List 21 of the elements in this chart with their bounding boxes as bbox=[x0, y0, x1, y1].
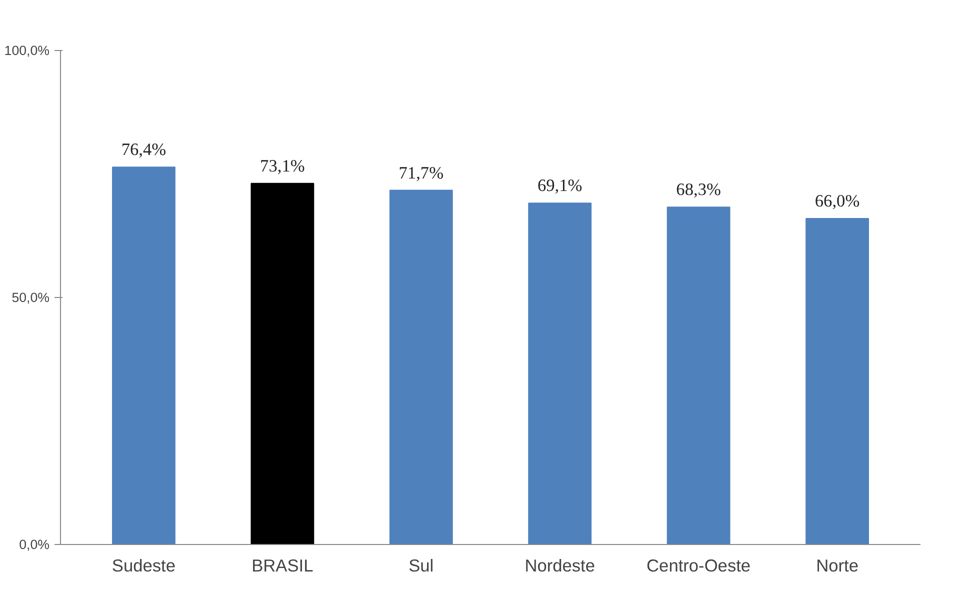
bar bbox=[666, 206, 730, 544]
x-tick-label: Norte bbox=[816, 556, 858, 576]
y-tick-label: 50,0% bbox=[12, 290, 50, 305]
x-tick-label: Sul bbox=[408, 556, 434, 576]
x-tick-label: Nordeste bbox=[524, 556, 596, 576]
bar bbox=[389, 190, 453, 544]
data-label: 71,7% bbox=[398, 163, 444, 182]
bar bbox=[112, 166, 176, 544]
data-label: 76,4% bbox=[121, 140, 166, 160]
data-label: 73,1% bbox=[260, 156, 305, 176]
data-label: 68,3% bbox=[676, 180, 721, 200]
x-tick-label: BRASIL bbox=[252, 556, 314, 576]
y-tick-label: 0,0% bbox=[19, 537, 50, 552]
y-tick-label: 100,0% bbox=[4, 43, 50, 58]
bar bbox=[806, 218, 869, 544]
data-label: 66,0% bbox=[814, 191, 860, 210]
bar bbox=[250, 182, 314, 544]
x-tick-label: Centro-Oeste bbox=[646, 556, 751, 576]
data-label: 69,1% bbox=[537, 176, 582, 196]
x-tick-label: Sudeste bbox=[112, 556, 176, 576]
bar bbox=[528, 202, 592, 544]
